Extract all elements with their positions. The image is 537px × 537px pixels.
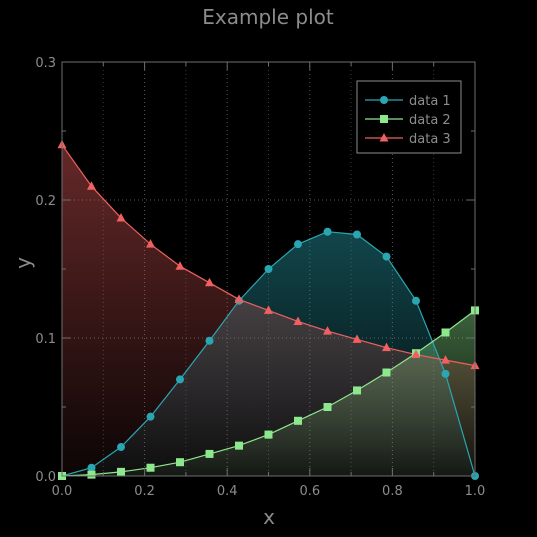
y-axis-title: y: [11, 257, 35, 269]
series-point-2: [441, 328, 450, 337]
legend-marker: [379, 133, 389, 142]
series-point-2: [264, 430, 273, 439]
legend: data 1 data 2 data 3: [356, 80, 462, 154]
series-point-3: [146, 239, 156, 248]
series-point-1: [323, 227, 332, 236]
series-point-3: [86, 181, 96, 190]
series-point-3: [381, 342, 391, 352]
series-point-3: [323, 326, 333, 335]
x-tick-label: 0.2: [134, 484, 155, 499]
series-point-1: [264, 265, 273, 273]
legend-marker: [380, 96, 388, 104]
legend-box: [356, 80, 462, 154]
series-point-1: [146, 412, 155, 421]
series-point-3: [411, 349, 421, 359]
x-tick-label: 0.0: [52, 484, 73, 499]
series-point-2: [323, 403, 332, 411]
axis-ticks: [61, 61, 476, 477]
y-tick-label: 0.1: [35, 332, 56, 347]
series-point-1: [411, 296, 420, 305]
series-point-2: [353, 386, 362, 395]
series-point-2: [293, 416, 302, 425]
tick-labels: 0.0 0.2 0.4 0.6 0.8 1.0 0.0 0.1 0.2 0.3: [35, 56, 485, 499]
y-tick-label: 0.3: [35, 56, 56, 71]
series-point-2: [205, 449, 214, 458]
series-point-1: [382, 252, 391, 261]
legend-label: data 3: [409, 132, 451, 147]
series-point-2: [117, 467, 126, 476]
series-point-1: [293, 240, 302, 249]
series-point-1: [87, 463, 96, 472]
x-tick-label: 1.0: [465, 484, 486, 499]
series-markers: [57, 139, 480, 480]
series-point-3: [293, 316, 303, 325]
y-tick-label: 0.2: [35, 194, 56, 209]
series-point-2: [235, 441, 244, 450]
series-point-1: [175, 375, 184, 384]
y-tick-label: 0.0: [35, 470, 56, 485]
series-point-2: [87, 470, 96, 479]
series-point-3: [175, 261, 185, 270]
series-point-3: [234, 294, 244, 303]
series-point-3: [441, 355, 451, 364]
series-point-3: [264, 305, 273, 314]
legend-label: data 2: [409, 113, 451, 128]
series-point-1: [117, 443, 126, 452]
series-point-3: [204, 277, 214, 287]
series-point-3: [116, 212, 126, 222]
series-point-1: [353, 230, 362, 239]
chart-title: Example plot: [202, 5, 334, 29]
x-tick-label: 0.6: [299, 484, 320, 499]
x-tick-label: 0.8: [382, 484, 403, 499]
x-tick-label: 0.4: [217, 484, 238, 499]
x-axis-title: x: [263, 505, 275, 529]
series-point-1: [205, 336, 214, 345]
series-point-2: [146, 463, 155, 472]
legend-label: data 1: [409, 94, 451, 109]
series-point-2: [175, 458, 184, 467]
legend-marker: [380, 115, 388, 123]
series-point-2: [382, 368, 391, 377]
series-point-1: [441, 369, 450, 378]
series-point-3: [352, 334, 362, 343]
